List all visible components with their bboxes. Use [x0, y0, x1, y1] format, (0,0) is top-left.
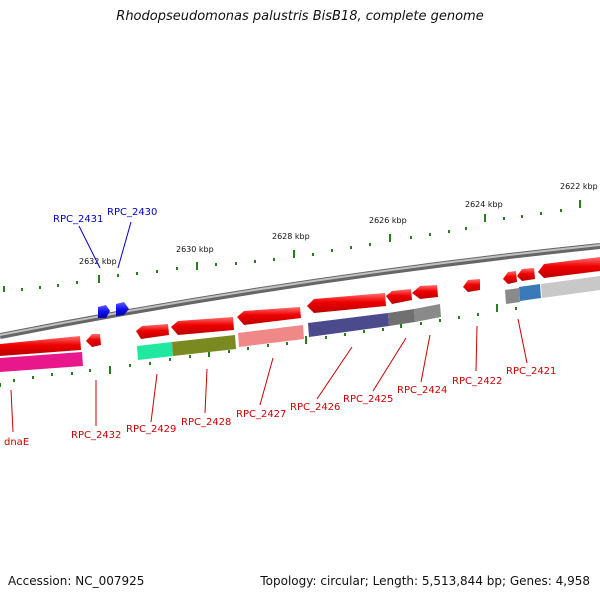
scale-label: 2622 kbp: [560, 182, 598, 191]
cog-block-rpc-2421-a[interactable]: [505, 288, 520, 304]
accession-text: Accession: NC_007925: [8, 574, 145, 588]
cog-block-rpc-2421-b[interactable]: [519, 284, 541, 301]
gene-arrow-rpc-2430[interactable]: [116, 302, 129, 316]
gene-arrow-rpc-2425[interactable]: [386, 289, 412, 304]
scale-label: 2628 kbp: [272, 232, 310, 241]
gene-label-rpc-2424[interactable]: RPC_2424: [397, 385, 447, 396]
gene-labels: dnaE RPC_2432 RPC_2431 RPC_2430 RPC_2429…: [4, 207, 556, 448]
gene-arrow-rpc-2432[interactable]: [86, 334, 101, 347]
gene-label-rpc-2429[interactable]: RPC_2429: [126, 424, 176, 435]
scale-label: 2630 kbp: [176, 245, 214, 254]
cog-block-rpc-2424[interactable]: [414, 304, 441, 322]
gene-label-rpc-2421[interactable]: RPC_2421: [506, 366, 556, 377]
gene-arrow-rpc-2421-b[interactable]: [517, 268, 535, 281]
cog-block-dnae[interactable]: [0, 352, 83, 372]
map-title: Rhodopseudomonas palustris BisB18, compl…: [116, 9, 484, 24]
outer-scale-ticks: [3, 200, 581, 292]
cog-block-rpc-2426[interactable]: [308, 313, 389, 337]
cog-block-rpc-2420[interactable]: [541, 276, 600, 298]
cog-block-rpc-2428[interactable]: [172, 335, 236, 356]
gene-label-dnae[interactable]: dnaE: [4, 437, 29, 448]
reverse-gene-arrows: [0, 257, 600, 356]
gene-arrow-rpc-2424[interactable]: [412, 285, 438, 299]
gene-arrow-rpc-2431[interactable]: [98, 305, 110, 318]
gene-arrow-rpc-2426[interactable]: [307, 293, 386, 313]
gene-arrow-rpc-2427[interactable]: [237, 307, 301, 325]
gene-arrow-rpc-2420[interactable]: [538, 257, 600, 278]
gene-label-rpc-2432[interactable]: RPC_2432: [71, 430, 121, 441]
forward-genes: [98, 302, 129, 318]
gene-arrow-rpc-2422[interactable]: [463, 279, 480, 292]
gene-arrow-rpc-2428[interactable]: [171, 317, 234, 335]
cog-color-track: [0, 276, 600, 372]
gene-label-rpc-2425[interactable]: RPC_2425: [343, 394, 393, 405]
scale-label: 2624 kbp: [465, 200, 503, 209]
gene-label-rpc-2426[interactable]: RPC_2426: [290, 402, 340, 413]
gene-arrow-rpc-2421-a[interactable]: [503, 271, 517, 284]
cog-block-rpc-2429[interactable]: [137, 342, 173, 360]
gene-label-rpc-2430[interactable]: RPC_2430: [107, 207, 157, 218]
scale-label: 2626 kbp: [369, 216, 407, 225]
gene-arrow-rpc-2429[interactable]: [136, 324, 169, 339]
label-leaders: [10, 221, 528, 433]
gene-label-rpc-2428[interactable]: RPC_2428: [181, 417, 231, 428]
scale-label: 2632 kbp: [79, 257, 117, 266]
gene-label-rpc-2431[interactable]: RPC_2431: [53, 214, 103, 225]
genome-backbone-highlight: [0, 244, 600, 336]
cog-block-rpc-2425[interactable]: [388, 309, 415, 326]
genome-summary-text: Topology: circular; Length: 5,513,844 bp…: [260, 574, 590, 588]
scale-labels: 2622 kbp 2624 kbp 2626 kbp 2628 kbp 2630…: [79, 182, 598, 266]
gene-label-rpc-2422[interactable]: RPC_2422: [452, 376, 502, 387]
gene-arrow-dnae[interactable]: [0, 336, 81, 356]
cog-block-rpc-2427[interactable]: [238, 325, 304, 347]
gene-label-rpc-2427[interactable]: RPC_2427: [236, 409, 286, 420]
